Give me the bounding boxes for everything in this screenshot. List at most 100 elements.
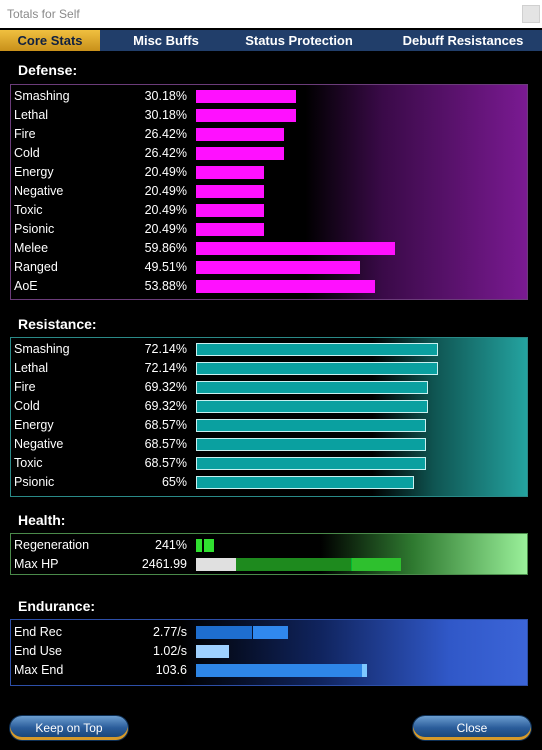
- resistance-label: Psionic: [14, 475, 55, 489]
- defense-row: Melee 59.86%: [11, 239, 527, 257]
- resistance-value: 65%: [161, 475, 187, 489]
- tab-core-stats[interactable]: Core Stats: [0, 30, 100, 51]
- defense-row: Ranged 49.51%: [11, 258, 527, 276]
- defense-value: 26.42%: [144, 127, 187, 141]
- end-rec-value: 2.77/s: [152, 625, 187, 639]
- max-end-row: Max End 103.6: [11, 661, 527, 679]
- maxhp-label: Max HP: [14, 557, 59, 571]
- resistance-row: Cold 69.32%: [11, 397, 527, 415]
- end-use-value: 1.02/s: [152, 644, 187, 658]
- defense-title: Defense:: [18, 62, 78, 78]
- defense-bar: [196, 223, 264, 236]
- resistance-bar: [196, 400, 428, 413]
- defense-row: Lethal 30.18%: [11, 106, 527, 124]
- regeneration-bar-segment: [196, 539, 202, 552]
- defense-row: AoE 53.88%: [11, 277, 527, 295]
- defense-bar: [196, 204, 264, 217]
- window-titlebar: Totals for Self: [0, 0, 542, 28]
- endurance-title: Endurance:: [18, 598, 96, 614]
- defense-value: 30.18%: [144, 108, 187, 122]
- defense-row: Energy 20.49%: [11, 163, 527, 181]
- max-end-value: 103.6: [155, 663, 187, 677]
- endurance-panel: End Rec 2.77/s End Use 1.02/s Max End 10…: [10, 619, 528, 686]
- resistance-row: Toxic 68.57%: [11, 454, 527, 472]
- resistance-bar: [196, 438, 426, 451]
- defense-row: Fire 26.42%: [11, 125, 527, 143]
- defense-label: Psionic: [14, 222, 55, 236]
- defense-label: Energy: [14, 165, 54, 179]
- resistance-label: Negative: [14, 437, 64, 451]
- end-use-bar: [196, 645, 229, 658]
- health-panel: Regeneration 241% Max HP 2461.99: [10, 533, 528, 575]
- resistance-value: 68.57%: [144, 418, 187, 432]
- maxhp-row: Max HP 2461.99: [11, 555, 527, 573]
- defense-bar: [196, 185, 264, 198]
- maxhp-value: 2461.99: [141, 557, 187, 571]
- end-rec-row: End Rec 2.77/s: [11, 623, 527, 641]
- window-title: Totals for Self: [7, 7, 80, 21]
- maxhp-bar-end: [351, 558, 401, 571]
- defense-bar: [196, 109, 296, 122]
- defense-label: Negative: [14, 184, 64, 198]
- tab-misc-buffs[interactable]: Misc Buffs: [133, 33, 199, 48]
- resistance-title: Resistance:: [18, 316, 97, 332]
- resistance-label: Fire: [14, 380, 36, 394]
- tab-bar: Core Stats Misc Buffs Status Protection …: [0, 30, 542, 51]
- resistance-row: Energy 68.57%: [11, 416, 527, 434]
- defense-value: 49.51%: [144, 260, 187, 274]
- resistance-row: Negative 68.57%: [11, 435, 527, 453]
- resistance-bar: [196, 419, 426, 432]
- regeneration-row: Regeneration 241%: [11, 536, 527, 554]
- defense-label: Fire: [14, 127, 36, 141]
- defense-value: 30.18%: [144, 89, 187, 103]
- regeneration-value: 241%: [155, 538, 187, 552]
- tab-status-protection[interactable]: Status Protection: [245, 33, 353, 48]
- defense-bar: [196, 128, 284, 141]
- window-close-icon[interactable]: [522, 5, 540, 23]
- resistance-label: Toxic: [14, 456, 43, 470]
- close-button[interactable]: Close: [413, 716, 531, 740]
- resistance-bar: [196, 343, 438, 356]
- end-rec-bar-bonus: [253, 626, 288, 639]
- resistance-value: 68.57%: [144, 456, 187, 470]
- tab-debuff-resistances[interactable]: Debuff Resistances: [402, 33, 524, 48]
- defense-row: Psionic 20.49%: [11, 220, 527, 238]
- resistance-value: 72.14%: [144, 342, 187, 356]
- defense-label: Toxic: [14, 203, 43, 217]
- defense-value: 26.42%: [144, 146, 187, 160]
- defense-label: Smashing: [14, 89, 70, 103]
- resistance-label: Smashing: [14, 342, 70, 356]
- max-end-bar-tip: [362, 664, 367, 677]
- max-end-bar: [196, 664, 362, 677]
- resistance-value: 72.14%: [144, 361, 187, 375]
- maxhp-bar-mid: [236, 558, 351, 571]
- defense-value: 20.49%: [144, 203, 187, 217]
- defense-label: Lethal: [14, 108, 49, 122]
- defense-label: AoE: [14, 279, 38, 293]
- health-title: Health:: [18, 512, 66, 528]
- resistance-label: Energy: [14, 418, 54, 432]
- defense-bar: [196, 147, 284, 160]
- defense-bar: [196, 166, 264, 179]
- maxhp-bar-base: [196, 558, 236, 571]
- defense-row: Cold 26.42%: [11, 144, 527, 162]
- resistance-row: Fire 69.32%: [11, 378, 527, 396]
- defense-row: Negative 20.49%: [11, 182, 527, 200]
- defense-label: Ranged: [14, 260, 58, 274]
- resistance-label: Cold: [14, 399, 40, 413]
- resistance-label: Lethal: [14, 361, 49, 375]
- resistance-value: 68.57%: [144, 437, 187, 451]
- defense-value: 59.86%: [144, 241, 187, 255]
- end-rec-label: End Rec: [14, 625, 62, 639]
- keep-on-top-button[interactable]: Keep on Top: [10, 716, 128, 740]
- defense-row: Smashing 30.18%: [11, 87, 527, 105]
- defense-bar: [196, 261, 360, 274]
- resistance-value: 69.32%: [144, 380, 187, 394]
- resistance-bar: [196, 476, 414, 489]
- resistance-bar: [196, 457, 426, 470]
- end-use-label: End Use: [14, 644, 62, 658]
- defense-panel: Smashing 30.18% Lethal 30.18% Fire 26.42% Cold…: [10, 84, 528, 300]
- resistance-row: Lethal 72.14%: [11, 359, 527, 377]
- defense-bar: [196, 90, 296, 103]
- resistance-bar: [196, 362, 438, 375]
